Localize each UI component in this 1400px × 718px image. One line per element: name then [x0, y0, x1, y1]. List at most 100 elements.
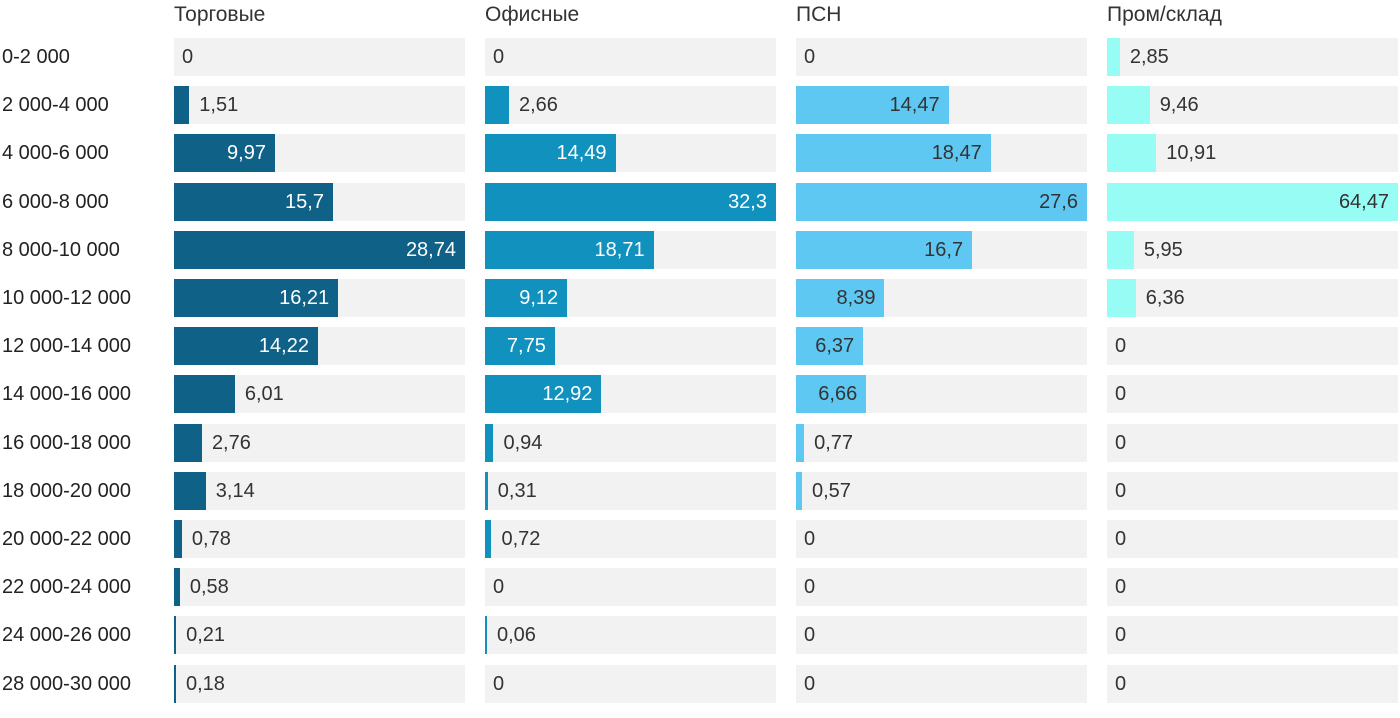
bar-value-label: 0,78 [191, 528, 231, 550]
bar-track: 0,31 [485, 471, 776, 510]
bar [174, 230, 465, 269]
bar-value-label: 18,71 [594, 238, 645, 261]
column-header-torgovye: Торговые [174, 3, 266, 26]
bar-value-label: 0 [804, 576, 816, 599]
bar-track: 0 [796, 664, 1087, 703]
bar-value-label: 14,49 [556, 142, 607, 165]
bar-value-label: 32,3 [728, 190, 767, 213]
bar-track: 0 [174, 38, 465, 76]
row-category-label: 8 000-10 000 [2, 238, 120, 261]
bar-value-label: 2,85 [1129, 46, 1169, 68]
bar [174, 423, 202, 462]
bar-track: 0 [796, 568, 1087, 607]
bar-track: 0 [1107, 327, 1398, 366]
bar-track: 0,72 [485, 520, 776, 558]
bar-value-label: 0,21 [186, 624, 226, 647]
bar [174, 568, 180, 607]
bar-value-label: 9,46 [1159, 94, 1199, 117]
row-category-label: 12 000-14 000 [2, 335, 132, 358]
bar-track: 0 [796, 520, 1087, 558]
bar [174, 471, 206, 510]
bar-track: 2,85 [1107, 38, 1398, 76]
bar [485, 375, 602, 414]
bar-track: 28,74 [174, 230, 465, 269]
row-category-label: 24 000-26 000 [2, 624, 132, 647]
bar [174, 616, 177, 655]
bar-value-label: 0 [804, 528, 816, 550]
bar-track: 12,92 [485, 375, 776, 414]
bar-value-label: 27,6 [1039, 190, 1078, 213]
bar [174, 182, 333, 221]
bar-track: 14,49 [485, 134, 776, 173]
bar [485, 230, 654, 269]
bar-value-label: 14,22 [258, 335, 309, 358]
bar-value-label: 14,47 [889, 94, 940, 117]
row-category-label: 6 000-8 000 [2, 190, 109, 213]
bar-track: 0,21 [174, 616, 465, 655]
bar-value-label: 6,37 [815, 335, 855, 358]
bar-track: 0 [1107, 471, 1398, 510]
bar-value-label: 18,47 [931, 142, 982, 165]
bar [485, 327, 555, 366]
bar-track: 0,18 [174, 664, 465, 703]
bar-track: 9,97 [174, 134, 465, 173]
bar [485, 423, 494, 462]
bar-value-label: 0 [1115, 624, 1127, 647]
bar-value-label: 0 [493, 672, 505, 695]
column-header-psn: ПСН [796, 3, 842, 26]
bar [174, 520, 182, 558]
bar-track: 5,95 [1107, 230, 1398, 269]
bar-track: 16,21 [174, 279, 465, 317]
bar-track: 10,91 [1107, 134, 1398, 173]
bar-track: 16,7 [796, 230, 1087, 269]
bar-value-label: 0,31 [497, 479, 537, 502]
bar-track: 0,06 [485, 616, 776, 655]
row-category-label: 22 000-24 000 [2, 576, 132, 599]
bar-value-label: 0,77 [814, 431, 854, 454]
bar-value-label: 0 [182, 46, 194, 68]
bar-value-label: 0,94 [503, 431, 543, 454]
bar [796, 134, 991, 173]
bar-value-label: 0,58 [189, 576, 229, 599]
bar-value-label: 0,72 [501, 528, 541, 550]
bar [174, 664, 176, 703]
bar-track: 0 [1107, 664, 1398, 703]
bar [174, 134, 275, 173]
bar [1107, 38, 1120, 76]
bar-track: 8,39 [796, 279, 1087, 317]
bar-value-label: 2,76 [211, 431, 251, 454]
bar-value-label: 5,95 [1143, 238, 1183, 261]
bar [174, 327, 318, 366]
bar [485, 520, 492, 558]
bar [174, 86, 190, 125]
bar-value-label: 0,18 [186, 672, 225, 695]
bar-value-label: 0 [1115, 672, 1127, 695]
bar-track: 0 [1107, 423, 1398, 462]
bar-track: 0 [485, 664, 776, 703]
column-header-ofisnye: Офисные [485, 3, 580, 26]
bar-value-label: 0 [493, 576, 505, 599]
bar [796, 423, 805, 462]
bar-track: 6,37 [796, 327, 1087, 366]
bar [485, 616, 487, 655]
bar-track: 9,12 [485, 279, 776, 317]
bar [174, 279, 339, 317]
bar-track: 14,22 [174, 327, 465, 366]
bar-track: 0 [485, 568, 776, 607]
bar-value-label: 10,91 [1166, 142, 1217, 165]
bar-track: 0,94 [485, 423, 776, 462]
bar-value-label: 0,06 [497, 624, 536, 647]
bar [485, 86, 509, 125]
bar-value-label: 0 [1115, 383, 1127, 406]
bar-track: 2,66 [485, 86, 776, 125]
bar [796, 279, 885, 317]
bar-track: 9,46 [1107, 86, 1398, 125]
bar-value-label: 0 [804, 46, 816, 68]
bar-value-label: 0 [1115, 528, 1127, 550]
bar-track: 18,71 [485, 230, 776, 269]
bar-track: 27,6 [796, 182, 1087, 221]
bar-track: 0 [1107, 375, 1398, 414]
bar-track: 6,66 [796, 375, 1087, 414]
bar-value-label: 7,75 [506, 335, 546, 358]
bar-track: 1,51 [174, 86, 465, 125]
